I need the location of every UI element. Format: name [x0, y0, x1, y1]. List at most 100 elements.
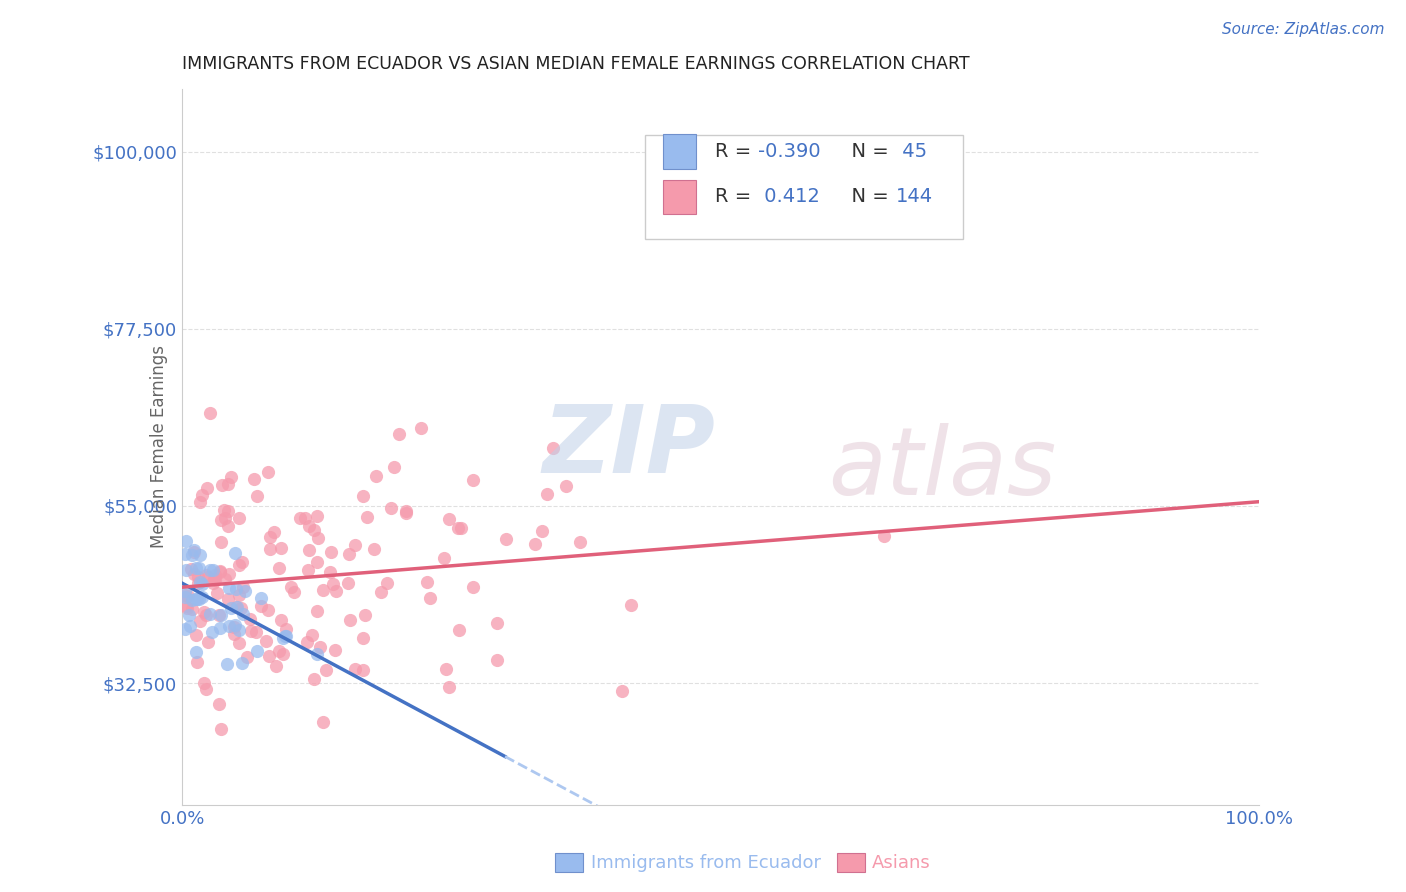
Point: [274, 629, 297, 643]
Point: [370, 585, 392, 599]
Point: [184, 628, 207, 642]
Point: [437, 681, 460, 695]
Point: [246, 644, 269, 658]
Point: [188, 614, 211, 628]
Text: ZIP: ZIP: [543, 401, 716, 493]
Point: [224, 618, 246, 632]
Point: [436, 661, 458, 675]
Point: [280, 580, 302, 594]
Point: [187, 576, 209, 591]
Point: [321, 545, 343, 559]
Point: [224, 627, 246, 641]
Text: Immigrants from Ecuador: Immigrants from Ecuador: [591, 854, 821, 871]
Point: [366, 468, 388, 483]
Point: [183, 545, 205, 559]
Point: [232, 607, 254, 621]
Point: [174, 588, 197, 602]
Point: [218, 619, 240, 633]
Point: [200, 406, 222, 420]
Point: [184, 592, 207, 607]
Point: [231, 555, 253, 569]
Point: [232, 580, 254, 594]
Point: [437, 512, 460, 526]
Point: [620, 598, 643, 612]
Point: [183, 567, 205, 582]
Point: [463, 473, 485, 487]
Point: [336, 576, 359, 591]
Point: [197, 570, 219, 584]
Point: [283, 584, 305, 599]
Point: [301, 627, 323, 641]
Point: [523, 536, 546, 550]
Point: [554, 478, 576, 492]
Point: [271, 647, 294, 661]
Point: [318, 566, 340, 580]
Point: [569, 535, 592, 549]
Point: [302, 672, 325, 686]
Point: [259, 530, 281, 544]
Point: [228, 636, 250, 650]
Text: 144: 144: [896, 187, 934, 206]
Point: [195, 681, 218, 696]
Point: [263, 525, 285, 540]
Point: [188, 495, 211, 509]
Point: [180, 562, 202, 576]
Point: [180, 602, 202, 616]
Point: [200, 607, 222, 621]
Point: [233, 584, 256, 599]
Point: [187, 570, 209, 584]
Point: [219, 469, 242, 483]
Point: [224, 546, 246, 560]
Text: N =: N =: [839, 142, 894, 161]
Point: [325, 583, 347, 598]
Point: [312, 582, 335, 597]
Point: [228, 558, 250, 573]
Point: [363, 542, 385, 557]
Point: [228, 588, 250, 602]
Point: [195, 481, 218, 495]
Point: [245, 625, 267, 640]
Point: [208, 621, 231, 635]
Text: -0.390: -0.390: [758, 142, 821, 161]
Point: [202, 575, 225, 590]
Point: [190, 590, 212, 604]
Point: [298, 518, 321, 533]
Point: [207, 585, 229, 599]
Point: [298, 542, 321, 557]
Point: [416, 574, 439, 589]
Point: [217, 657, 239, 671]
Point: [271, 632, 294, 646]
Point: [190, 488, 212, 502]
Point: [174, 622, 197, 636]
Point: [382, 460, 405, 475]
Point: [243, 472, 266, 486]
Point: [305, 647, 328, 661]
Point: [294, 511, 316, 525]
Point: [174, 599, 197, 614]
Point: [212, 503, 235, 517]
Point: [214, 510, 236, 524]
Point: [209, 513, 232, 527]
Point: [218, 582, 240, 596]
Point: [256, 465, 278, 479]
Point: [267, 644, 290, 658]
Point: [219, 601, 242, 615]
Point: [269, 561, 291, 575]
Point: [228, 511, 250, 525]
Point: [188, 548, 211, 562]
Point: [250, 599, 273, 613]
Point: [208, 608, 231, 623]
Point: [388, 426, 411, 441]
Point: [176, 600, 198, 615]
Point: [200, 625, 222, 640]
Point: [485, 653, 508, 667]
Point: [228, 623, 250, 637]
Point: [187, 561, 209, 575]
Point: [461, 580, 484, 594]
Point: [204, 568, 226, 582]
Point: [264, 659, 287, 673]
Point: [193, 605, 215, 619]
Bar: [664, 179, 696, 214]
Point: [354, 607, 377, 622]
Text: Source: ZipAtlas.com: Source: ZipAtlas.com: [1222, 22, 1385, 37]
